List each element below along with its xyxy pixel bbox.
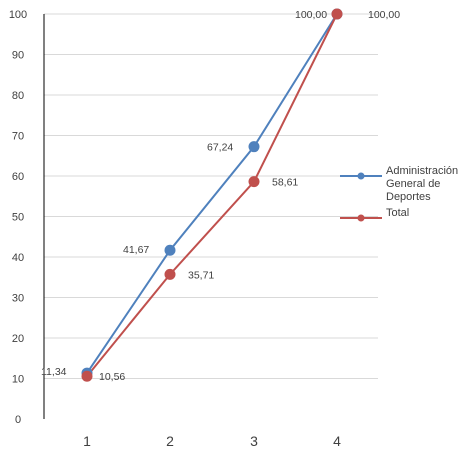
series-0-point-2 [164,244,176,256]
data-label-series-1-point-1: 10,56 [99,371,125,383]
x-tick-label-2: 2 [166,433,174,449]
y-tick-label-30: 30 [12,293,24,305]
series-1-point-4 [331,8,343,20]
y-tick-label-90: 90 [12,50,24,62]
x-tick-label-3: 3 [250,433,258,449]
data-label-series-0-point-4: 100,00 [295,9,327,21]
y-tick-label-60: 60 [12,171,24,183]
y-tick-label-10: 10 [12,374,24,386]
data-labels: 11,34 41,67 67,24 100,00 10,56 35,71 58,61 100,… [41,9,400,383]
y-tick-label-20: 20 [12,333,24,345]
series-1-point-1 [81,370,93,382]
series-line-1 [86,13,338,377]
legend-marker-0 [357,172,365,180]
data-label-series-0-point-1: 11,34 [41,366,67,378]
y-tick-label-40: 40 [12,252,24,264]
legend-label-0: Administración General de Deportes [386,165,458,203]
y-tick-label-0: 0 [15,414,21,426]
x-tick-label-4: 4 [333,433,341,449]
data-label-series-0-point-2: 41,67 [123,244,149,256]
data-label-series-1-point-4: 100,00 [368,9,400,21]
gridlines [44,13,378,379]
series-1-point-3 [248,176,260,188]
y-tick-label-100: 100 [9,9,27,21]
y-tick-label-80: 80 [12,90,24,102]
series-group [81,8,343,382]
legend: Administración General de Deportes Total [340,165,458,222]
data-label-series-0-point-3: 67,24 [207,142,233,154]
x-axis-ticks: 1 2 3 4 [83,433,341,449]
data-label-series-1-point-3: 58,61 [272,177,298,189]
x-tick-label-1: 1 [83,433,91,449]
y-tick-label-70: 70 [12,131,24,143]
legend-marker-1 [357,214,365,222]
series-1-point-2 [164,268,176,280]
y-tick-label-50: 50 [12,212,24,224]
series-line-0 [86,13,338,374]
series-0-point-3 [248,141,260,153]
data-label-series-1-point-2: 35,71 [188,269,214,281]
legend-label-1: Total [386,207,409,219]
y-axis-ticks: 0 10 20 30 40 50 60 70 80 90 100 [9,9,27,426]
